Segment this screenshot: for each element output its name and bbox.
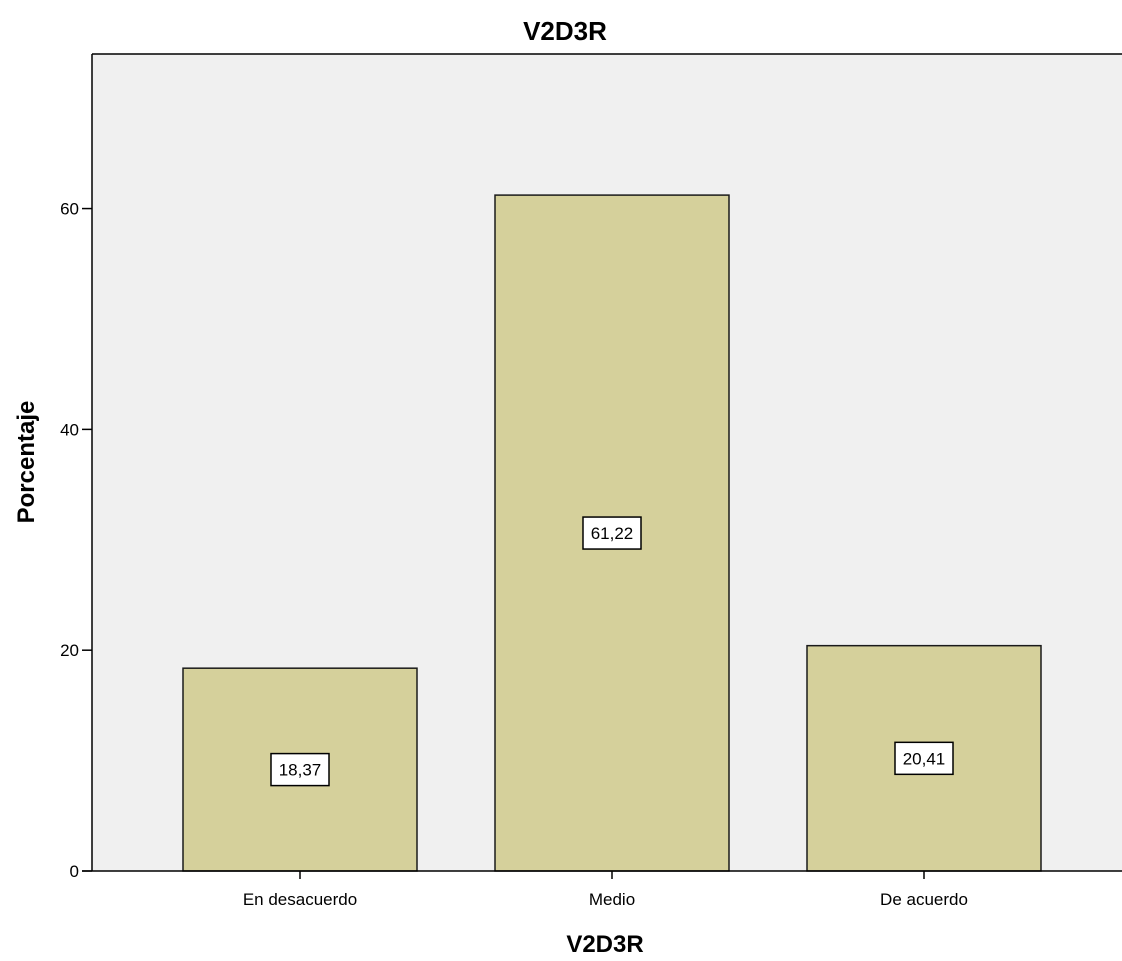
data-label-text: 20,41 bbox=[903, 749, 946, 768]
y-tick-label: 20 bbox=[60, 641, 79, 660]
data-label-text: 61,22 bbox=[591, 524, 634, 543]
data-label-text: 18,37 bbox=[279, 761, 322, 780]
data-label: 18,37 bbox=[270, 752, 330, 787]
x-tick-label: En desacuerdo bbox=[243, 890, 357, 909]
data-label: 61,22 bbox=[582, 516, 642, 550]
y-ticks-group: 0 20 40 60 bbox=[60, 200, 92, 881]
y-tick-label: 0 bbox=[70, 862, 79, 881]
data-label-box bbox=[582, 516, 642, 550]
x-axis-title: V2D3R bbox=[566, 931, 643, 958]
y-axis-title: Porcentaje bbox=[13, 401, 40, 524]
data-label-box bbox=[894, 741, 954, 776]
y-tick-label: 40 bbox=[60, 420, 79, 439]
x-ticks-group: En desacuerdo Medio De acuerdo bbox=[243, 871, 968, 909]
x-tick-label: De acuerdo bbox=[880, 890, 968, 909]
data-labels-group: 18,37 61,22 20,41 bbox=[270, 516, 954, 787]
x-tick-label: Medio bbox=[589, 890, 635, 909]
chart-title: V2D3R bbox=[523, 16, 607, 46]
y-tick-label: 60 bbox=[60, 200, 79, 219]
data-label: 20,41 bbox=[894, 741, 954, 776]
data-label-box bbox=[270, 752, 330, 787]
